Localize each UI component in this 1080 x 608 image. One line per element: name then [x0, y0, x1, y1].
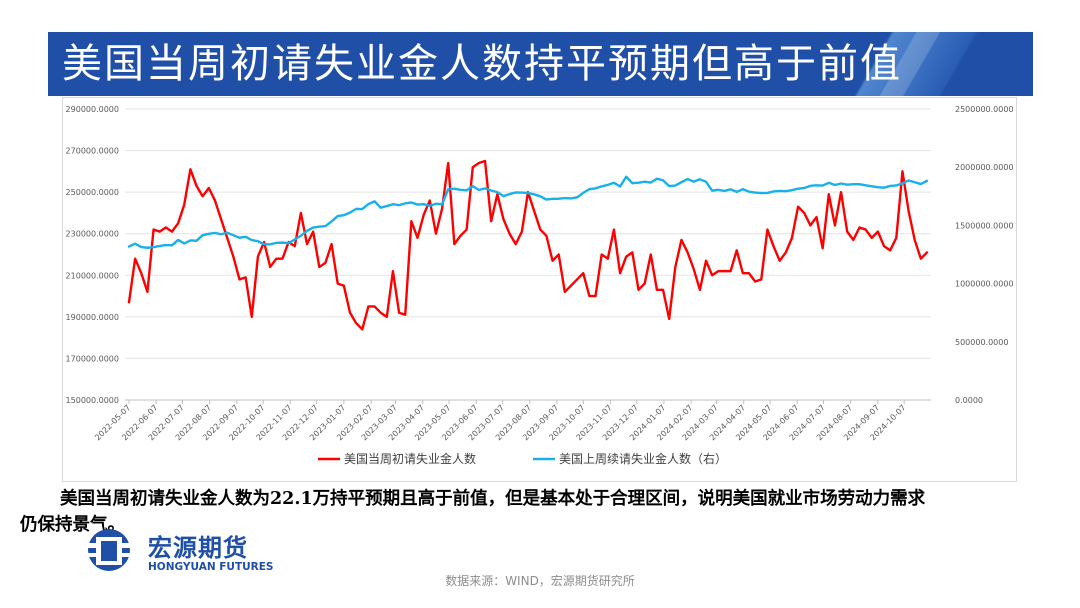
logo-name-en: HONGYUAN FUTURES	[148, 561, 274, 573]
banner-decoration-2	[853, 32, 973, 96]
y-right-tick-label: 500000.0000	[955, 338, 1008, 347]
y-right-tick-label: 0.0000	[955, 396, 983, 405]
summary-line-2: 仍保持景气。	[20, 515, 125, 535]
data-source: 数据来源：WIND，宏源期货研究所	[445, 574, 635, 588]
y-right-tick-label: 2500000.0000	[955, 105, 1014, 114]
y-left-tick-label: 170000.0000	[66, 354, 119, 363]
page-title: 美国当周初请失业金人数持平预期但高于前值	[62, 41, 902, 87]
summary-line-1: 美国当周初请失业金人数为22.1万持平预期且高于前值，但是基本处于合理区间，说明…	[60, 489, 926, 509]
y-left-tick-label: 150000.0000	[66, 396, 119, 405]
line-chart: 150000.0000 170000.0000 190000.0000 210000.…	[66, 105, 1014, 466]
legend-label-initial: 美国当周初请失业金人数	[344, 451, 476, 466]
y-right-tick-label: 2000000.0000	[955, 163, 1014, 172]
title-banner: 美国当周初请失业金人数持平预期但高于前值	[48, 32, 1033, 96]
y-left-tick-label: 270000.0000	[66, 147, 119, 156]
banner-decoration	[773, 32, 1033, 96]
logo-mark-icon	[82, 529, 136, 571]
y-left-tick-label: 290000.0000	[66, 105, 119, 114]
logo-name-cn: 宏源期货	[148, 534, 248, 562]
legend-label-continuing: 美国上周续请失业金人数（右）	[559, 451, 727, 466]
y-left-tick-label: 210000.0000	[66, 271, 119, 280]
y-right-tick-label: 1000000.0000	[955, 280, 1014, 289]
summary-text: 美国当周初请失业金人数为22.1万持平预期且高于前值，但是基本处于合理区间，说明…	[20, 486, 1065, 538]
y-left-tick-label: 190000.0000	[66, 313, 119, 322]
y-left-tick-label: 250000.0000	[66, 188, 119, 197]
continuing-claims-line	[127, 175, 929, 249]
y-left-tick-label: 230000.0000	[66, 230, 119, 239]
chart-panel: 150000.0000 170000.0000 190000.0000 210000.…	[62, 97, 1017, 482]
company-logo: 宏源期货 HONGYUAN FUTURES	[78, 528, 338, 578]
y-right-tick-label: 1500000.0000	[955, 221, 1014, 230]
